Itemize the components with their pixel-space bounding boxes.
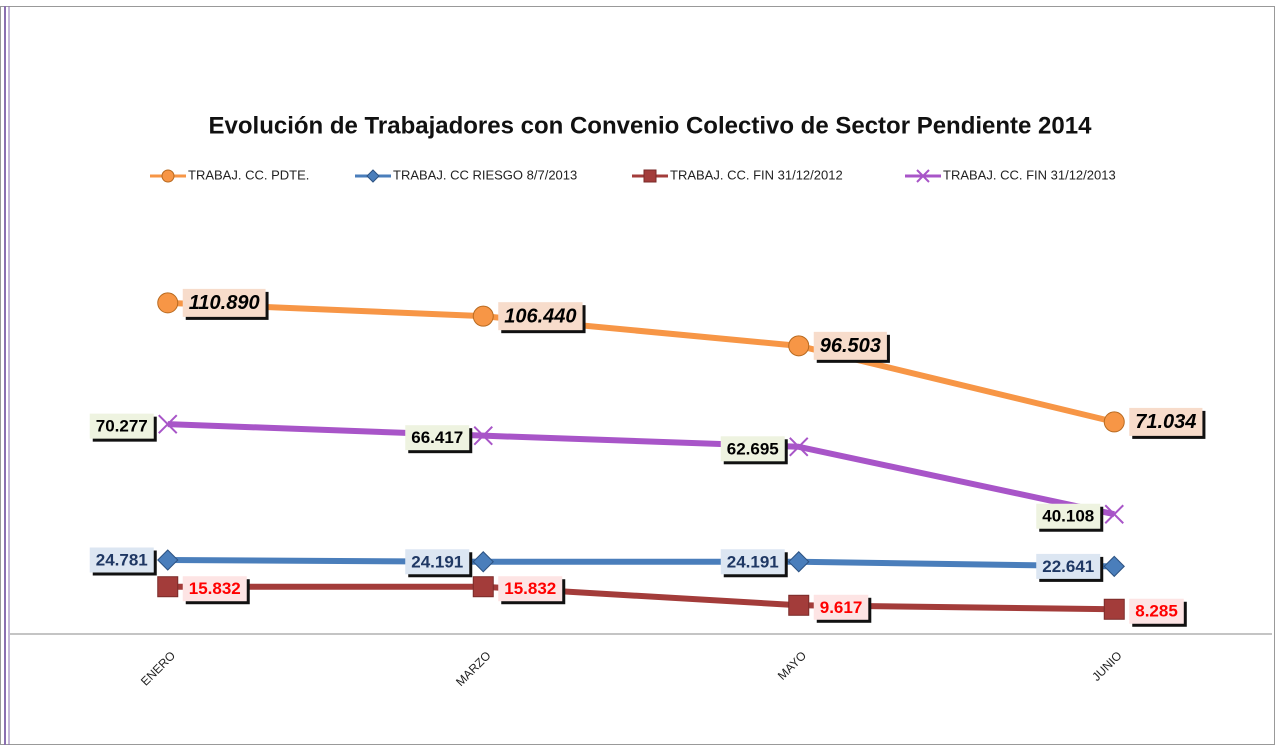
data-label: 15.832 <box>182 576 250 605</box>
data-label-text: 24.191 <box>411 552 463 571</box>
data-label-text: 24.781 <box>96 550 148 569</box>
data-label: 71.034 <box>1129 407 1206 439</box>
data-label-text: 106.440 <box>504 305 576 327</box>
data-label: 66.417 <box>405 425 473 454</box>
data-label: 8.285 <box>1129 598 1187 627</box>
marker <box>1103 555 1125 578</box>
label-box <box>1036 503 1101 529</box>
label-box <box>720 549 785 575</box>
data-label-text: 110.890 <box>189 292 260 314</box>
label-box <box>182 576 247 602</box>
data-label: 70.277 <box>89 413 157 442</box>
data-label-text: 96.503 <box>820 335 881 357</box>
marker <box>788 594 810 616</box>
legend-label: TRABAJ. CC. FIN 31/12/2012 <box>670 167 843 182</box>
series-line <box>167 421 1115 518</box>
marker <box>643 169 657 183</box>
legend-label: TRABAJ. CC. PDTE. <box>188 167 309 182</box>
data-label-text: 24.191 <box>727 552 779 571</box>
data-label-text: 9.617 <box>820 598 863 617</box>
data-label: 106.440 <box>498 302 586 334</box>
data-label: 9.617 <box>813 594 872 623</box>
label-box <box>498 576 563 602</box>
label-box <box>498 302 583 331</box>
label-box <box>1129 407 1203 436</box>
label-box <box>405 425 470 451</box>
data-label-text: 15.832 <box>189 579 241 598</box>
label-box <box>813 594 869 620</box>
label-box <box>89 547 154 573</box>
label-box <box>405 549 470 575</box>
chart-title: Evolución de Trabajadores con Convenio C… <box>209 112 1093 139</box>
marker <box>472 576 494 598</box>
data-label: 24.191 <box>720 549 788 578</box>
marker <box>157 576 179 598</box>
marker <box>161 169 175 183</box>
marker <box>789 437 809 457</box>
marker <box>473 425 493 446</box>
data-label: 15.832 <box>498 576 566 605</box>
marker <box>366 169 380 183</box>
label-box <box>89 413 154 439</box>
series-line <box>167 299 1115 425</box>
marker <box>1103 598 1125 620</box>
marker <box>788 335 810 357</box>
data-label-text: 71.034 <box>1135 411 1196 433</box>
marker <box>157 549 179 571</box>
data-label: 22.641 <box>1036 553 1104 582</box>
data-label-text: 70.277 <box>96 417 148 436</box>
legend-label: TRABAJ. CC RIESGO 8/7/2013 <box>393 167 577 182</box>
label-box <box>720 436 785 462</box>
data-label: 24.781 <box>89 547 157 576</box>
data-label: 62.695 <box>720 436 788 465</box>
marker <box>788 551 810 573</box>
marker <box>916 169 930 183</box>
data-label-text: 62.695 <box>727 439 779 458</box>
data-label-text: 40.108 <box>1042 507 1094 526</box>
data-label-text: 8.285 <box>1135 602 1178 621</box>
data-label-text: 15.832 <box>504 579 556 598</box>
label-box <box>1036 553 1101 579</box>
data-label: 40.108 <box>1036 503 1104 532</box>
series-line <box>167 557 1115 570</box>
series-line <box>167 583 1115 613</box>
marker <box>1104 504 1124 524</box>
marker <box>472 305 494 327</box>
data-label: 96.503 <box>813 331 890 363</box>
marker <box>157 292 179 314</box>
data-label-text: 66.417 <box>411 428 463 447</box>
label-box <box>813 331 887 360</box>
data-label: 24.191 <box>405 549 473 578</box>
label-box <box>182 288 266 317</box>
marker <box>472 551 494 573</box>
legend-label: TRABAJ. CC. FIN 31/12/2013 <box>943 167 1116 182</box>
label-box <box>1129 598 1184 624</box>
data-label-text: 22.641 <box>1042 557 1094 576</box>
marker <box>1103 411 1125 433</box>
marker <box>158 414 178 434</box>
data-label: 110.890 <box>182 288 269 320</box>
